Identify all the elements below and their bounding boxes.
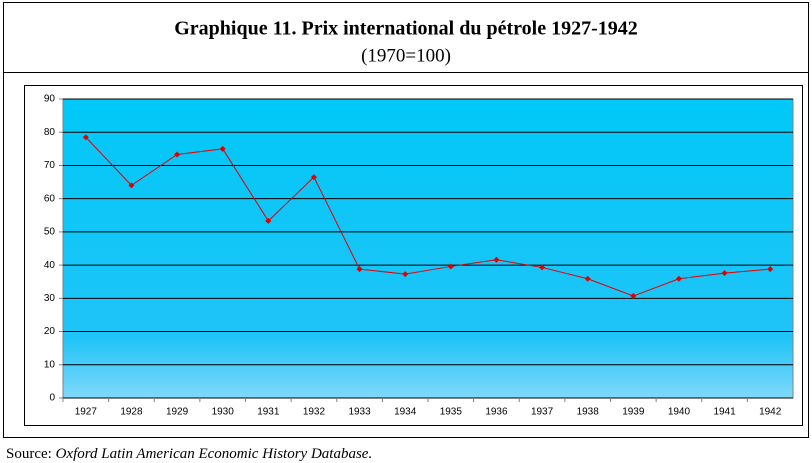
x-tick-label: 1935 [440, 407, 463, 418]
y-tick-label: 50 [44, 227, 56, 238]
x-tick-label: 1938 [577, 407, 600, 418]
data-point [675, 275, 682, 282]
data-point [493, 256, 500, 263]
chart-title: Graphique 11. Prix international du pétr… [174, 18, 638, 40]
x-tick-label: 1942 [759, 407, 782, 418]
data-point [539, 264, 546, 271]
x-tick-label: 1941 [713, 407, 736, 418]
x-tick-label: 1928 [120, 407, 143, 418]
x-tick-label: 1931 [257, 407, 280, 418]
data-point [584, 275, 591, 282]
data-point [174, 151, 181, 158]
chart-area-border [24, 85, 803, 426]
x-tick-label: 1930 [212, 407, 235, 418]
chart-subtitle: (1970=100) [361, 45, 451, 66]
data-point [447, 263, 454, 270]
data-point [82, 134, 89, 141]
source-label: Source: [6, 446, 52, 462]
data-line [85, 136, 771, 297]
x-tick-label: 1939 [622, 407, 645, 418]
y-tick-label: 60 [44, 193, 56, 204]
source: Source: Oxford Latin American Economic H… [6, 446, 372, 462]
y-tick-label: 20 [44, 326, 56, 337]
y-tick-label: 40 [44, 260, 56, 271]
data-point [767, 266, 774, 273]
data-point [265, 217, 272, 224]
frame [3, 2, 809, 438]
data-point [219, 145, 226, 152]
data-point [721, 270, 728, 277]
data-point [128, 182, 135, 189]
x-tick-label: 1934 [394, 407, 417, 418]
data-point [402, 271, 409, 278]
y-tick-label: 70 [44, 160, 56, 171]
x-tick-label: 1940 [668, 407, 691, 418]
y-tick-label: 80 [44, 127, 56, 138]
y-tick-label: 10 [44, 359, 56, 370]
plot-area [62, 98, 794, 399]
source-text: Oxford Latin American Economic History D… [56, 446, 373, 462]
y-tick-label: 30 [44, 293, 56, 304]
data-point [630, 293, 637, 300]
data-point [356, 266, 363, 273]
x-tick-label: 1933 [348, 407, 371, 418]
y-tick-label: 90 [44, 94, 56, 105]
data-point [310, 174, 317, 181]
x-tick-label: 1927 [75, 407, 98, 418]
x-tick-label: 1932 [303, 407, 326, 418]
x-tick-label: 1936 [485, 407, 508, 418]
x-tick-label: 1937 [531, 407, 554, 418]
x-tick-label: 1929 [166, 407, 189, 418]
y-tick-label: 0 [49, 393, 55, 404]
